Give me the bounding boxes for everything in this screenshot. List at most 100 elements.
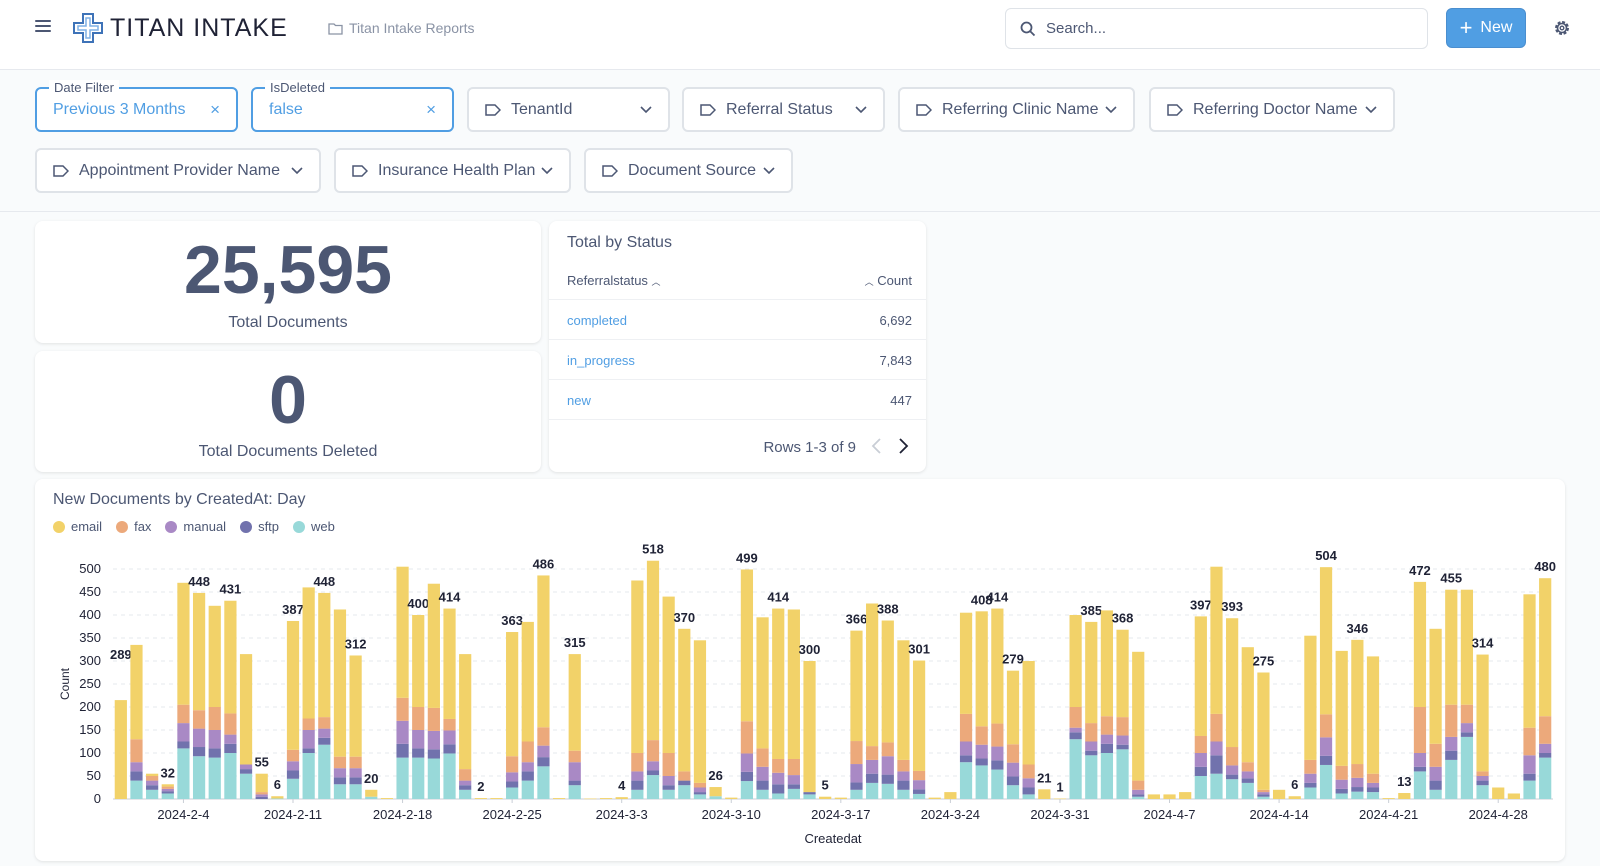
filter-referring-clinic[interactable]: Referring Clinic Name [898,87,1135,132]
bar-segment-manual [1351,777,1364,788]
bar-segment-manual [302,730,315,749]
filter-isdeleted[interactable]: IsDeleted false × [251,80,454,132]
bar-segment-fax [177,704,190,724]
bar-segment-email [443,608,456,719]
new-button[interactable]: + New [1446,8,1526,48]
column-header-status[interactable]: Referralstatus ︿ [567,273,661,288]
legend-dot [165,520,178,533]
data-label: 448 [313,574,335,589]
bar-segment-manual [1257,792,1270,795]
bar-segment-email [286,620,300,750]
stacked-bar-chart[interactable]: 0 50 100 150 200 250 300 350 400 450 500 Count 289 32… [35,479,1565,861]
bar-segment-email [1523,594,1536,728]
chevron-down-icon [763,166,775,174]
bar-segment-manual [1100,734,1114,744]
bar-segment-web [1241,782,1254,799]
bar-segment-email [1006,670,1020,745]
filter-tenantid[interactable]: TenantId [467,87,670,132]
x-tick-label: 2024-3-24 [921,807,980,822]
bar-segment-sftp [1335,788,1348,794]
bar-segment-web [1523,780,1536,799]
bar-segment-email [1116,629,1129,718]
bar-segment-web [224,753,237,799]
bar-segment-manual [1335,779,1348,789]
bar-segment-manual [912,780,926,790]
bar-segment-web [1210,773,1223,799]
chevron-down-icon [640,105,652,113]
bar-segment-web [161,793,174,799]
bar-segment-sftp [521,771,534,781]
legend-item-web[interactable]: web [293,519,335,534]
bar-segment-email [991,608,1004,724]
bar-segment-email [1413,581,1427,707]
status-cell[interactable]: in_progress [567,353,635,368]
logo[interactable]: TITAN INTAKE [72,12,288,44]
filter-insurance-plan[interactable]: Insurance Health Plan [334,148,571,193]
bar-segment-email [709,787,722,797]
bar-segment-web [1194,776,1207,799]
data-label: 13 [1397,774,1411,789]
bar-segment-sftp [1006,776,1020,786]
filter-appointment-provider[interactable]: Appointment Provider Name [35,148,321,193]
bar-segment-web [286,778,300,799]
filter-referral-status[interactable]: Referral Status [682,87,885,132]
filter-isdeleted-value: false [269,100,303,118]
bar-segment-fax [866,746,879,760]
bar-segment-web [208,757,221,799]
close-icon[interactable]: × [426,99,436,119]
bar-segment-fax [1476,771,1489,776]
bar-segment-manual [631,771,644,781]
bar-segment-manual [1210,741,1223,756]
divider [549,339,926,340]
bar-segment-sftp [286,770,300,779]
sort-up-icon: ︿ [651,277,661,287]
sort-up-icon: ︿ [864,277,874,287]
bar-segment-sftp [1304,782,1317,788]
column-header-count[interactable]: ︿ Count [865,273,912,288]
plus-icon: + [1459,15,1473,40]
total-deleted-card[interactable]: 0 Total Documents Deleted [35,351,541,472]
bar-segment-fax [678,771,691,781]
bar-segment-sftp [787,784,800,789]
bar-segment-sftp [662,785,675,790]
search-box[interactable] [1005,8,1428,49]
status-cell[interactable]: new [567,393,591,408]
bar-segment-sftp [803,792,816,795]
chevron-right-icon[interactable] [894,436,912,456]
gear-icon[interactable] [1552,18,1572,38]
data-label: 314 [1472,636,1494,651]
data-label: 312 [345,636,367,651]
bar-segment-sftp [568,780,581,786]
status-cell[interactable]: completed [567,313,627,328]
search-input[interactable] [1046,20,1406,37]
menu-icon[interactable] [35,20,51,36]
total-documents-card[interactable]: 25,595 Total Documents [35,221,541,343]
tag-icon [602,164,618,177]
filter-referring-doctor[interactable]: Referring Doctor Name [1149,87,1395,132]
bar-segment-email [114,700,127,799]
bar-segment-email [1147,794,1160,799]
x-tick-label: 2024-3-17 [811,807,870,822]
data-label: 414 [986,590,1008,605]
bar-segment-manual [396,720,409,744]
filter-document-source[interactable]: Document Source [584,148,793,193]
legend-item-email[interactable]: email [53,519,102,534]
legend-item-manual[interactable]: manual [165,519,226,534]
bar-segment-email [459,654,472,770]
chevron-left-icon[interactable] [868,436,886,456]
bar-segment-web [772,793,785,799]
legend-item-sftp[interactable]: sftp [240,519,279,534]
bar-segment-sftp [1523,773,1536,781]
bar-segment-manual [224,734,237,744]
bar-segment-manual [459,780,472,786]
y-tick-label: 400 [79,607,101,622]
x-tick-label: 2024-2-18 [373,807,432,822]
close-icon[interactable]: × [210,99,220,119]
bar-segment-sftp [1257,794,1270,797]
breadcrumb[interactable]: Titan Intake Reports [328,20,475,36]
filter-date[interactable]: Date Filter Previous 3 Months × [35,80,238,132]
bar-segment-web [1319,764,1333,799]
bar-segment-fax [1132,780,1145,790]
legend-item-fax[interactable]: fax [116,519,151,534]
breadcrumb-collection[interactable]: Titan Intake Reports [349,20,475,36]
